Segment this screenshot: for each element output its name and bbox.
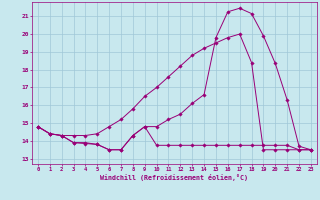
X-axis label: Windchill (Refroidissement éolien,°C): Windchill (Refroidissement éolien,°C)	[100, 174, 248, 181]
